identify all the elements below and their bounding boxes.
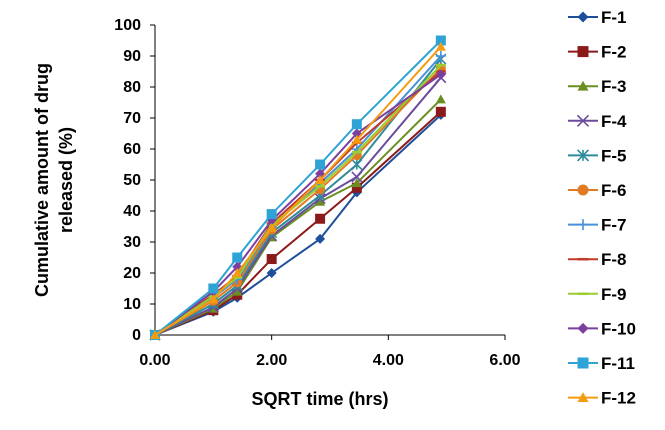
data-point [351, 178, 362, 188]
y-tick-label: 40 [123, 203, 141, 220]
legend-marker [577, 11, 589, 23]
legend-label: F-9 [601, 285, 627, 304]
data-point [435, 51, 446, 61]
legend-marker [577, 46, 589, 58]
y-tick-label: 100 [114, 17, 141, 34]
y-tick-label: 90 [123, 48, 141, 65]
data-point [232, 286, 243, 296]
series-f-11 [150, 35, 446, 340]
legend-label: F-12 [601, 389, 636, 408]
y-tick-label: 20 [123, 265, 141, 282]
data-point [351, 134, 362, 144]
data-point [208, 283, 219, 294]
legend-label: F-2 [601, 43, 627, 62]
legend-label: F-6 [601, 181, 627, 200]
series-line [154, 58, 442, 336]
data-point [435, 94, 446, 104]
legend-item-f-7: F-7 [568, 216, 627, 235]
series-line [154, 39, 442, 336]
axes: 0 10 20 30 40 50 60 70 80 90 100 0.00 2.00 4.00 6.00 SQ… [32, 17, 521, 409]
series-f-4 [149, 72, 447, 341]
legend-item-f-4: F-4 [568, 112, 627, 131]
data-point [435, 35, 446, 46]
legend-marker [577, 357, 589, 369]
x-tick-label: 6.00 [489, 352, 520, 369]
y-tick-label: 80 [123, 79, 141, 96]
data-point [232, 268, 243, 277]
data-point [351, 119, 362, 130]
y-axis-title-line: Cumulative amount of drug [32, 63, 52, 297]
legend-label: F-7 [601, 216, 627, 235]
legend-item-f-3: F-3 [568, 77, 627, 96]
legend-item-f-9: F-9 [568, 285, 627, 304]
series-line [154, 77, 442, 336]
legend-item-f-1: F-1 [568, 8, 627, 27]
legend-label: F-5 [601, 146, 627, 165]
data-point [315, 213, 326, 224]
series-f-5 [149, 53, 447, 341]
legend-marker [576, 114, 590, 127]
legend-item-f-5: F-5 [568, 146, 627, 165]
legend-marker [577, 322, 589, 334]
y-tick-label: 30 [123, 234, 141, 251]
x-axis-title: SQRT time (hrs) [251, 389, 388, 409]
legend-marker [577, 219, 589, 231]
legend: F-1 F-2 F-3 F-4 F-5 F-6 F-7 F-8 F-9 F-10 F-11 F-12 [568, 8, 636, 408]
y-tick-label: 70 [123, 110, 141, 127]
legend-label: F-10 [601, 319, 636, 338]
data-point [150, 330, 160, 339]
legend-item-f-10: F-10 [568, 319, 636, 338]
legend-item-f-6: F-6 [568, 181, 627, 200]
series-f-12 [150, 41, 446, 339]
y-tick-label: 10 [123, 296, 141, 313]
legend-item-f-2: F-2 [568, 43, 627, 62]
y-axis-title-line: released (%) [56, 127, 76, 233]
legend-label: F-3 [601, 77, 627, 96]
data-point [315, 159, 326, 170]
data-point [315, 175, 326, 184]
y-axis-title: Cumulative amount of drug released (%) [32, 63, 76, 297]
data-point [266, 223, 277, 233]
data-point [266, 209, 277, 220]
data-point [435, 41, 446, 51]
legend-label: F-1 [601, 8, 627, 27]
data-point [315, 233, 326, 244]
data-point [315, 196, 326, 206]
data-point [266, 254, 277, 265]
legend-marker [577, 184, 589, 196]
legend-label: F-8 [601, 250, 627, 269]
y-tick-label: 0 [132, 327, 141, 344]
legend-label: F-4 [601, 112, 627, 131]
series-group [149, 35, 447, 341]
legend-item-f-11: F-11 [568, 354, 635, 373]
y-tick-label: 50 [123, 172, 141, 189]
legend-marker [577, 392, 589, 402]
data-point [266, 268, 277, 278]
legend-marker [576, 149, 590, 162]
x-tick-label: 4.00 [373, 352, 404, 369]
y-tick-label: 60 [123, 141, 141, 158]
data-point [435, 106, 446, 117]
data-point [435, 69, 446, 80]
legend-marker [577, 80, 589, 91]
x-tick-label: 2.00 [256, 352, 287, 369]
data-point [351, 171, 363, 183]
series-line [154, 46, 442, 336]
legend-label: F-11 [601, 354, 635, 373]
data-point [351, 182, 362, 193]
data-point [208, 294, 219, 304]
legend-item-f-12: F-12 [568, 389, 636, 408]
data-point [351, 158, 363, 171]
legend-item-f-8: F-8 [568, 250, 627, 269]
x-tick-label: 0.00 [139, 352, 170, 369]
data-point [232, 252, 243, 263]
